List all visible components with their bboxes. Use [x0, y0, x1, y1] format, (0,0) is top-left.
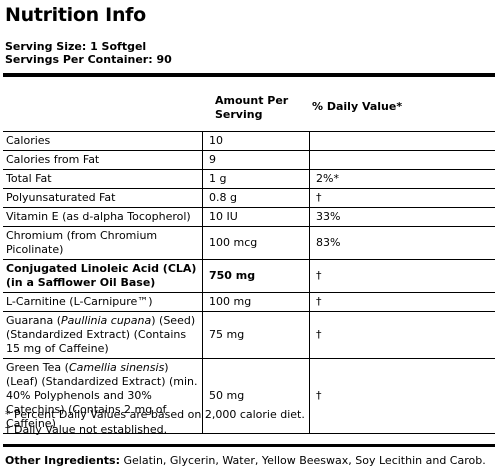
amount-per-serving-header: Amount Per Serving [215, 94, 289, 121]
nutrient-amount: 1 g [202, 169, 310, 189]
nutrient-name: Guarana (Paullinia cupana) (Seed) (Stand… [3, 311, 203, 359]
table-row: Polyunsaturated Fat 0.8 g † [3, 188, 495, 208]
other-ingredients-text: Gelatin, Glycerin, Water, Yellow Beeswax… [119, 454, 486, 467]
nutrient-amount: 100 mcg [202, 226, 310, 260]
footnote-percent-daily-value: * Percent Daily Values are based on 2,00… [5, 408, 305, 421]
nutrient-name: Vitamin E (as d-alpha Tocopherol) [3, 207, 203, 227]
table-row: Chromium (from Chromium Picolinate) 100 … [3, 226, 495, 260]
footnote-dagger: † Daily Value not established. [5, 423, 168, 436]
table-row: Green Tea (Camellia sinensis) (Leaf) (St… [3, 358, 495, 434]
table-row: Total Fat 1 g 2%* [3, 169, 495, 189]
table-row: Vitamin E (as d-alpha Tocopherol) 10 IU … [3, 207, 495, 227]
bottom-divider [3, 444, 495, 447]
other-ingredients: Other Ingredients: Gelatin, Glycerin, Wa… [5, 454, 486, 467]
nutrient-daily-value: 2%* [309, 169, 495, 189]
daily-value-header: % Daily Value* [312, 100, 403, 113]
nutrient-name: Polyunsaturated Fat [3, 188, 203, 208]
nutrient-amount: 0.8 g [202, 188, 310, 208]
top-divider [3, 73, 495, 77]
table-row: Guarana (Paullinia cupana) (Seed) (Stand… [3, 311, 495, 359]
nutrient-daily-value: 83% [309, 226, 495, 260]
nutrient-name: Conjugated Linoleic Acid (CLA) (in a Saf… [3, 259, 203, 293]
nutrient-daily-value [309, 131, 495, 151]
table-row: L-Carnitine (L-Carnipure™) 100 mg † [3, 292, 495, 312]
nutrient-name: Calories from Fat [3, 150, 203, 170]
nutrient-daily-value [309, 150, 495, 170]
nutrient-daily-value: 33% [309, 207, 495, 227]
nutrient-amount: 50 mg [202, 358, 310, 434]
page-title: Nutrition Info [5, 4, 146, 26]
nutrient-daily-value: † [309, 358, 495, 434]
serving-size: Serving Size: 1 Softgel [5, 40, 147, 53]
other-ingredients-label: Other Ingredients: [5, 454, 120, 467]
nutrient-amount: 9 [202, 150, 310, 170]
nutrient-daily-value: † [309, 311, 495, 359]
nutrient-name: L-Carnitine (L-Carnipure™) [3, 292, 203, 312]
table-row: Conjugated Linoleic Acid (CLA) (in a Saf… [3, 259, 495, 293]
nutrient-name: Total Fat [3, 169, 203, 189]
nutrient-daily-value: † [309, 188, 495, 208]
nutrient-amount: 750 mg [202, 259, 310, 293]
nutrient-amount: 75 mg [202, 311, 310, 359]
nutrient-daily-value: † [309, 292, 495, 312]
table-row: Calories from Fat 9 [3, 150, 495, 170]
nutrient-amount: 10 IU [202, 207, 310, 227]
nutrient-name: Calories [3, 131, 203, 151]
nutrient-amount: 100 mg [202, 292, 310, 312]
nutrient-name: Chromium (from Chromium Picolinate) [3, 226, 203, 260]
servings-per-container: Servings Per Container: 90 [5, 53, 172, 66]
nutrition-table: Calories 10 Calories from Fat 9 Total Fa… [3, 131, 495, 434]
table-row: Calories 10 [3, 131, 495, 151]
nutrient-name: Green Tea (Camellia sinensis) (Leaf) (St… [3, 358, 203, 434]
nutrient-amount: 10 [202, 131, 310, 151]
nutrient-daily-value: † [309, 259, 495, 293]
